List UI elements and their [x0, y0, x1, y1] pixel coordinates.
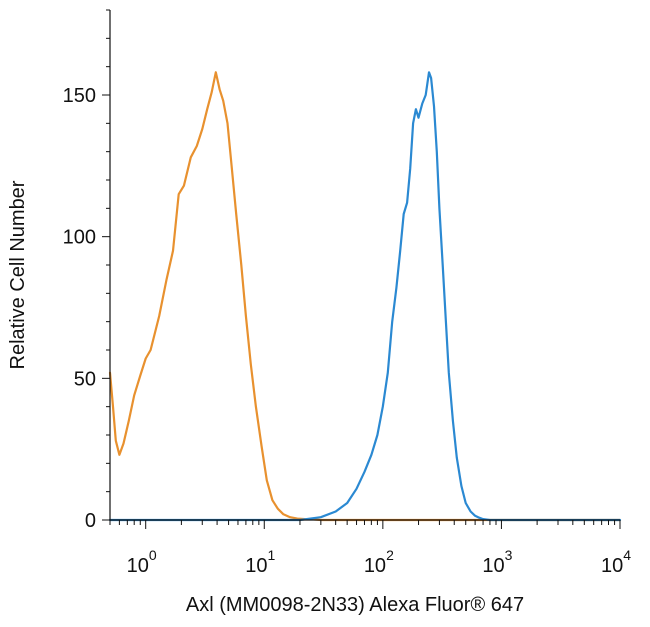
y-tick-label: 0: [85, 510, 96, 532]
y-axis-ticks: 0 50 100 150: [63, 9, 110, 532]
x-tick-label: 100: [127, 547, 157, 577]
y-tick-label: 100: [63, 227, 96, 249]
x-tick-label: 101: [245, 547, 275, 577]
series-layer: [108, 71, 622, 522]
x-tick-label: 102: [364, 547, 394, 577]
series-line-2: [108, 71, 622, 522]
x-axis-title: Axl (MM0098-2N33) Alexa Fluor® 647: [186, 594, 524, 616]
x-tick-label: 103: [482, 547, 512, 577]
x-axis-ticks: 100 101 102 103 104: [109, 520, 631, 577]
y-tick-label: 50: [74, 368, 96, 390]
y-axis-title: Relative Cell Number: [7, 180, 29, 369]
series-line-1: [108, 71, 622, 522]
y-tick-label: 150: [63, 85, 96, 107]
x-tick-label: 104: [601, 547, 631, 577]
